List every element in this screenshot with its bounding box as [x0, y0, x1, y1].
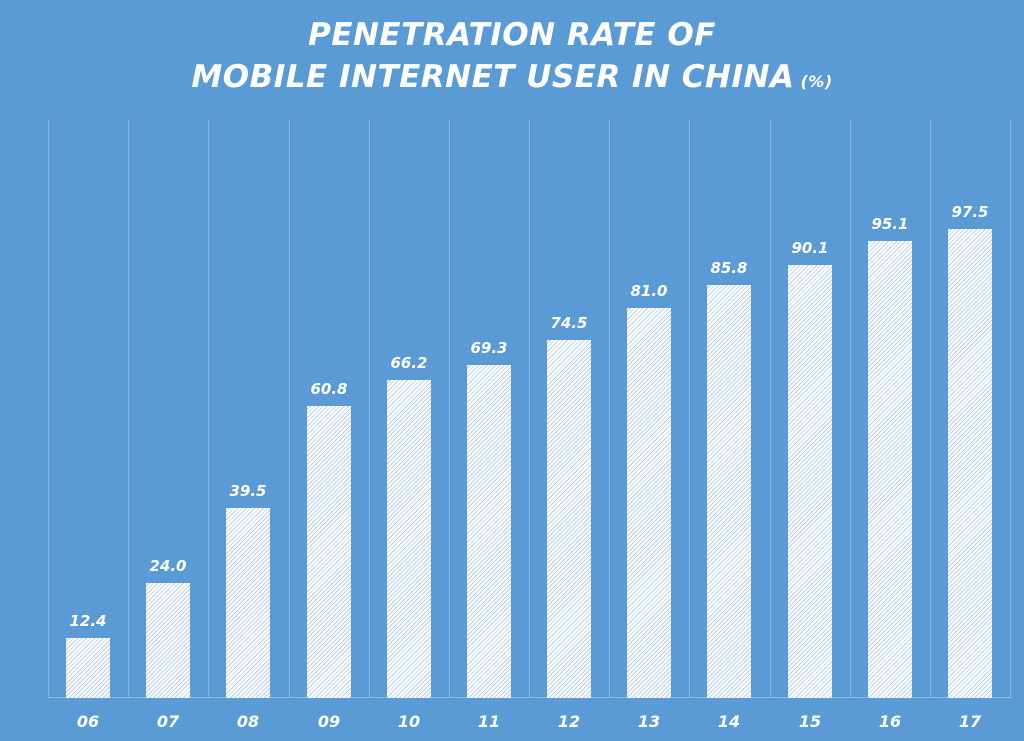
gridline — [1010, 120, 1011, 698]
value-label: 74.5 — [550, 314, 588, 332]
value-label: 97.5 — [951, 203, 989, 221]
chart-title: PENETRATION RATE OF MOBILE INTERNET USER… — [0, 14, 1024, 103]
x-tick-label: 06 — [76, 712, 100, 731]
value-label: 85.8 — [710, 259, 748, 277]
value-label: 60.8 — [310, 380, 348, 398]
x-tick-label: 15 — [798, 712, 822, 731]
x-tick-label: 08 — [236, 712, 260, 731]
bar-12 — [547, 340, 591, 698]
chart-unit: (%) — [800, 72, 833, 91]
gridline — [48, 120, 49, 698]
value-label: 39.5 — [229, 482, 267, 500]
bar-15 — [788, 265, 832, 698]
gridline — [289, 120, 290, 698]
bar-16 — [868, 241, 912, 698]
bar-07 — [146, 583, 190, 698]
value-label: 12.4 — [69, 612, 107, 630]
x-tick-label: 10 — [397, 712, 421, 731]
gridline — [208, 120, 209, 698]
value-label: 69.3 — [470, 339, 508, 357]
x-tick-label: 16 — [878, 712, 902, 731]
chart-title-line2: MOBILE INTERNET USER IN CHINA (%) — [0, 56, 1024, 103]
gridline — [770, 120, 771, 698]
x-tick-label: 09 — [317, 712, 341, 731]
gridline — [128, 120, 129, 698]
x-tick-label: 12 — [557, 712, 581, 731]
bar-14 — [707, 285, 751, 698]
bar-06 — [66, 638, 110, 698]
x-tick-label: 13 — [637, 712, 661, 731]
value-label: 81.0 — [630, 282, 668, 300]
chart-title-line2-text: MOBILE INTERNET USER IN CHINA — [191, 59, 795, 95]
bar-11 — [467, 365, 511, 698]
bar-09 — [307, 406, 351, 698]
chart-title-line1: PENETRATION RATE OF — [308, 17, 716, 53]
plot-area: 12.4 24.0 39.5 60.8 66.2 69.3 74.5 81.0 85.8 90.1… — [48, 120, 1011, 698]
gridline — [850, 120, 851, 698]
gridline — [609, 120, 610, 698]
x-tick-label: 17 — [958, 712, 982, 731]
bar-10 — [387, 380, 431, 698]
value-label: 24.0 — [149, 557, 187, 575]
bar-08 — [226, 508, 270, 698]
gridline — [449, 120, 450, 698]
gridline — [529, 120, 530, 698]
gridline — [930, 120, 931, 698]
x-tick-label: 11 — [477, 712, 501, 731]
bar-13 — [627, 308, 671, 698]
bar-17 — [948, 229, 992, 698]
gridline — [689, 120, 690, 698]
gridline — [369, 120, 370, 698]
x-tick-label: 07 — [156, 712, 180, 731]
value-label: 95.1 — [871, 215, 909, 233]
value-label: 66.2 — [390, 354, 428, 372]
value-label: 90.1 — [791, 239, 829, 257]
x-tick-label: 14 — [717, 712, 741, 731]
